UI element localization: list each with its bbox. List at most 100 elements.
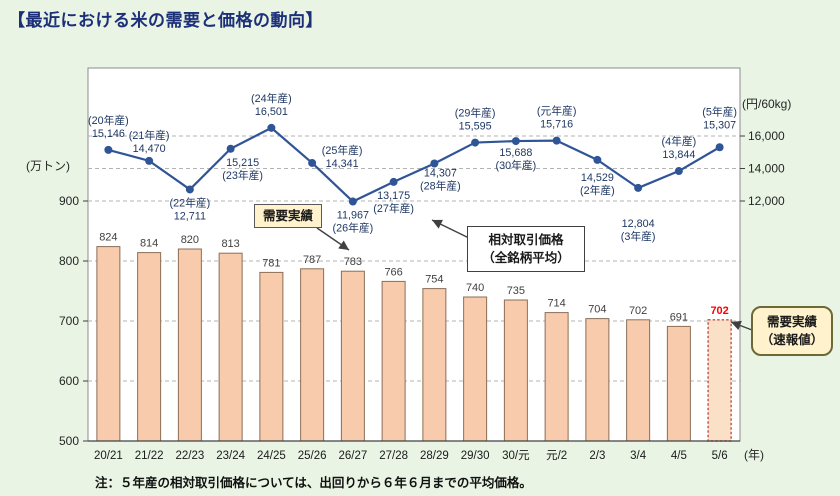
preliminary-annotation-line2: （速報値） <box>760 333 824 348</box>
x-category-label: 24/25 <box>257 450 286 462</box>
price-marker <box>471 138 480 147</box>
price-point-label: (26年産) <box>332 221 373 235</box>
x-axis-unit-label: (年) <box>744 448 764 462</box>
x-category-label: 20/21 <box>94 450 123 462</box>
price-marker <box>511 137 520 146</box>
left-axis-tick-label: 800 <box>59 254 79 268</box>
bar-value-label: 740 <box>466 282 484 294</box>
price-line <box>108 126 721 203</box>
price-point-label: (元年産) <box>537 104 577 118</box>
demand-bar <box>300 268 325 442</box>
demand-bar <box>666 325 691 442</box>
price-marker <box>226 144 235 153</box>
price-point-label: (5年産) <box>702 104 737 118</box>
bar-value-label: 820 <box>181 234 199 246</box>
price-point-label: 14,341 <box>326 158 359 170</box>
price-marker <box>267 123 276 132</box>
price-marker <box>674 167 683 176</box>
demand-bar <box>422 288 447 442</box>
price-point-label: 14,307 <box>424 168 457 180</box>
price-point-label: (25年産) <box>322 143 363 157</box>
x-category-label: 25/26 <box>298 450 327 462</box>
price-point-label: 12,711 <box>174 210 206 222</box>
price-marker <box>185 185 194 194</box>
demand-bar <box>137 252 162 442</box>
price-point-label: (30年産) <box>495 158 536 172</box>
bar-value-label: 783 <box>344 256 362 268</box>
x-category-label: 21/22 <box>135 450 164 462</box>
bar-value-label: 824 <box>99 232 117 244</box>
demand-bar <box>463 296 488 442</box>
preliminary-annotation-box: 需要実績 （速報値） <box>751 306 833 357</box>
price-point-label: (3年産) <box>621 229 656 243</box>
price-annotation-box: 相対取引価格 （全銘柄平均） <box>467 226 585 273</box>
x-category-label: 5/6 <box>712 450 728 462</box>
demand-annotation-arrow <box>316 227 350 251</box>
bar-value-label: 702 <box>629 305 647 317</box>
x-category-label: 27/28 <box>379 450 408 462</box>
demand-bar <box>259 271 284 442</box>
price-point-label: 14,470 <box>133 143 166 155</box>
price-marker <box>145 156 154 165</box>
demand-bar-preliminary <box>707 319 732 442</box>
price-point-label: (21年産) <box>129 128 170 142</box>
price-point-label: (24年産) <box>251 91 292 105</box>
price-marker <box>389 177 398 186</box>
price-point-label: (28年産) <box>420 179 461 193</box>
price-point-label: (22年産) <box>169 195 210 209</box>
price-point-label: (4年産) <box>661 134 696 148</box>
x-category-label: 元/2 <box>546 450 567 462</box>
x-category-label: 23/24 <box>216 450 245 462</box>
demand-bar <box>218 252 243 442</box>
demand-bar <box>544 312 569 442</box>
price-point-label: 13,844 <box>662 149 695 161</box>
demand-annotation-box: 需要実績 <box>254 204 322 228</box>
demand-bar <box>340 270 365 442</box>
demand-bar <box>503 299 528 442</box>
price-point-label: (27年産) <box>373 201 414 215</box>
price-point-label: (2年産) <box>580 183 615 197</box>
price-point-label: 15,688 <box>499 147 532 159</box>
demand-bar <box>626 319 651 442</box>
x-category-label: 29/30 <box>461 450 490 462</box>
footnote: 注：５年産の相対取引価格については、出回りから６年６月までの平均価格。 <box>95 476 532 490</box>
x-category-label: 2/3 <box>589 450 605 462</box>
price-point-label: 15,215 <box>226 157 259 169</box>
right-axis-tick-label: 16,000 <box>748 129 785 143</box>
price-point-label: 15,716 <box>540 119 573 131</box>
price-point-label: (23年産) <box>222 168 263 182</box>
bar-value-label: 754 <box>425 274 443 286</box>
price-point-label: 12,804 <box>622 218 655 230</box>
price-marker <box>348 197 357 206</box>
price-marker <box>308 158 317 167</box>
bar-value-label: 787 <box>303 254 321 266</box>
price-point-label: (29年産) <box>455 106 496 120</box>
price-marker <box>715 143 724 152</box>
price-marker <box>593 155 602 164</box>
demand-bar <box>177 248 202 442</box>
x-category-label: 3/4 <box>630 450 647 462</box>
preliminary-annotation-line1: 需要実績 <box>766 315 817 329</box>
price-point-label: (20年産) <box>88 113 129 127</box>
price-marker <box>430 159 439 168</box>
demand-annotation-label: 需要実績 <box>262 209 313 223</box>
x-category-label: 28/29 <box>420 450 449 462</box>
left-axis-tick-label: 700 <box>59 314 79 328</box>
price-point-label: 15,595 <box>459 121 492 133</box>
left-axis-unit-label: (万トン) <box>26 159 70 173</box>
bar-value-label: 691 <box>670 311 688 323</box>
preliminary-annotation-arrow <box>730 320 753 331</box>
bar-value-label: 735 <box>507 285 525 297</box>
bar-value-label: 781 <box>262 257 280 269</box>
bar-value-label: 814 <box>140 238 158 250</box>
price-annotation-line1: 相対取引価格 <box>488 233 564 247</box>
price-point-label: 13,175 <box>377 190 410 202</box>
bar-value-label: 766 <box>384 266 402 278</box>
x-category-label: 22/23 <box>175 450 204 462</box>
price-point-label: 14,529 <box>581 172 614 184</box>
right-axis-unit-label: (円/60kg) <box>742 97 791 111</box>
left-axis-tick-label: 500 <box>59 434 79 448</box>
price-marker <box>104 145 113 154</box>
